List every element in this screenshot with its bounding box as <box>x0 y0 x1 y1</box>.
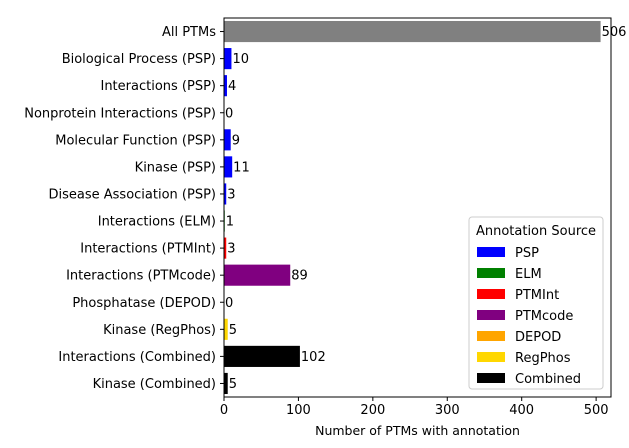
x-tick-label-0: 0 <box>220 403 228 418</box>
legend-swatch-depod <box>477 331 505 341</box>
y-tick-label-molecular-function-psp: Molecular Function (PSP) <box>55 133 216 148</box>
y-tick-label-kinase-regphos: Kinase (RegPhos) <box>103 323 216 338</box>
y-tick-label-phosphatase-depod: Phosphatase (DEPOD) <box>72 296 216 311</box>
legend-swatch-ptmint <box>477 289 505 299</box>
legend-label-combined: Combined <box>515 372 581 387</box>
legend-swatch-elm <box>477 268 505 278</box>
value-labels-group: 506 10 4 0 9 11 3 1 3 89 0 5 102 5 <box>225 25 626 392</box>
bar-value-interactions-ptmcode: 89 <box>291 269 308 284</box>
legend-swatch-combined <box>477 373 505 383</box>
y-tick-label-interactions-ptmint: Interactions (PTMInt) <box>80 242 216 257</box>
bar-value-interactions-psp: 4 <box>228 79 236 94</box>
legend: Annotation Source PSP ELM PTMInt PTMcode DEP… <box>468 216 604 390</box>
legend-label-ptmint: PTMInt <box>515 288 559 303</box>
y-tick-label-kinase-psp: Kinase (PSP) <box>135 160 216 175</box>
legend-swatch-psp <box>477 247 505 257</box>
bar-kinase-combined <box>224 372 228 395</box>
bar-interactions-combined <box>224 345 300 367</box>
bar-value-disease-association-psp: 3 <box>227 187 235 202</box>
y-tick-labels-group: All PTMs Biological Process (PSP) Interact… <box>24 25 224 392</box>
legend-box <box>468 216 604 390</box>
y-tick-label-biological-process-psp: Biological Process (PSP) <box>62 52 216 67</box>
x-tick-label-500: 500 <box>584 403 609 418</box>
bar-disease-association-psp <box>224 183 227 205</box>
y-tick-label-interactions-elm: Interactions (ELM) <box>98 215 216 230</box>
bar-value-kinase-regphos: 5 <box>229 323 237 338</box>
bar-value-kinase-psp: 11 <box>233 160 250 175</box>
legend-label-psp: PSP <box>515 246 539 261</box>
bar-all-ptms <box>224 20 601 43</box>
x-axis-title: Number of PTMs with annotation <box>315 423 520 438</box>
legend-swatch-regphos <box>477 352 505 362</box>
bar-interactions-ptmcode <box>224 264 291 286</box>
y-tick-label-disease-association-psp: Disease Association (PSP) <box>49 187 217 202</box>
y-tick-label-kinase-combined: Kinase (Combined) <box>93 377 216 392</box>
bar-value-phosphatase-depod: 0 <box>225 296 233 311</box>
bar-value-biological-process-psp: 10 <box>232 52 249 67</box>
plot-frame <box>223 17 612 398</box>
bar-value-all-ptms: 506 <box>602 25 627 40</box>
y-tick-label-interactions-ptmcode: Interactions (PTMcode) <box>66 269 216 284</box>
y-tick-label-interactions-psp: Interactions (PSP) <box>100 79 216 94</box>
bar-value-nonprotein-interactions-psp: 0 <box>225 106 233 121</box>
bars-group <box>224 20 601 395</box>
bar-value-molecular-function-psp: 9 <box>232 133 240 148</box>
y-tick-label-nonprotein-interactions-psp: Nonprotein Interactions (PSP) <box>24 106 216 121</box>
bar-value-kinase-combined: 5 <box>229 377 237 392</box>
bar-value-interactions-elm: 1 <box>226 215 234 230</box>
bar-kinase-psp <box>224 156 233 178</box>
legend-swatch-ptmcode <box>477 310 505 320</box>
bar-interactions-psp <box>224 75 227 97</box>
legend-entries: PSP ELM PTMInt PTMcode DEPOD RegPhos Combined <box>477 246 581 387</box>
x-tick-label-300: 300 <box>435 403 460 418</box>
y-tick-label-interactions-combined: Interactions (Combined) <box>58 350 216 365</box>
bar-kinase-regphos <box>224 318 228 340</box>
bar-interactions-ptmint <box>224 237 227 259</box>
bar-value-interactions-combined: 102 <box>301 350 326 365</box>
legend-label-ptmcode: PTMcode <box>515 309 573 324</box>
bar-value-interactions-ptmint: 3 <box>227 242 235 257</box>
bar-biological-process-psp <box>224 48 232 70</box>
legend-title: Annotation Source <box>476 224 596 239</box>
x-tick-labels-group: 0 100 200 300 400 500 <box>220 397 609 418</box>
legend-label-regphos: RegPhos <box>515 351 571 366</box>
y-tick-label-all-ptms: All PTMs <box>162 25 216 40</box>
x-tick-label-200: 200 <box>360 403 385 418</box>
bar-molecular-function-psp <box>224 129 231 151</box>
x-tick-label-400: 400 <box>509 403 534 418</box>
legend-label-elm: ELM <box>515 267 542 282</box>
legend-label-depod: DEPOD <box>515 330 561 345</box>
x-tick-label-100: 100 <box>286 403 311 418</box>
